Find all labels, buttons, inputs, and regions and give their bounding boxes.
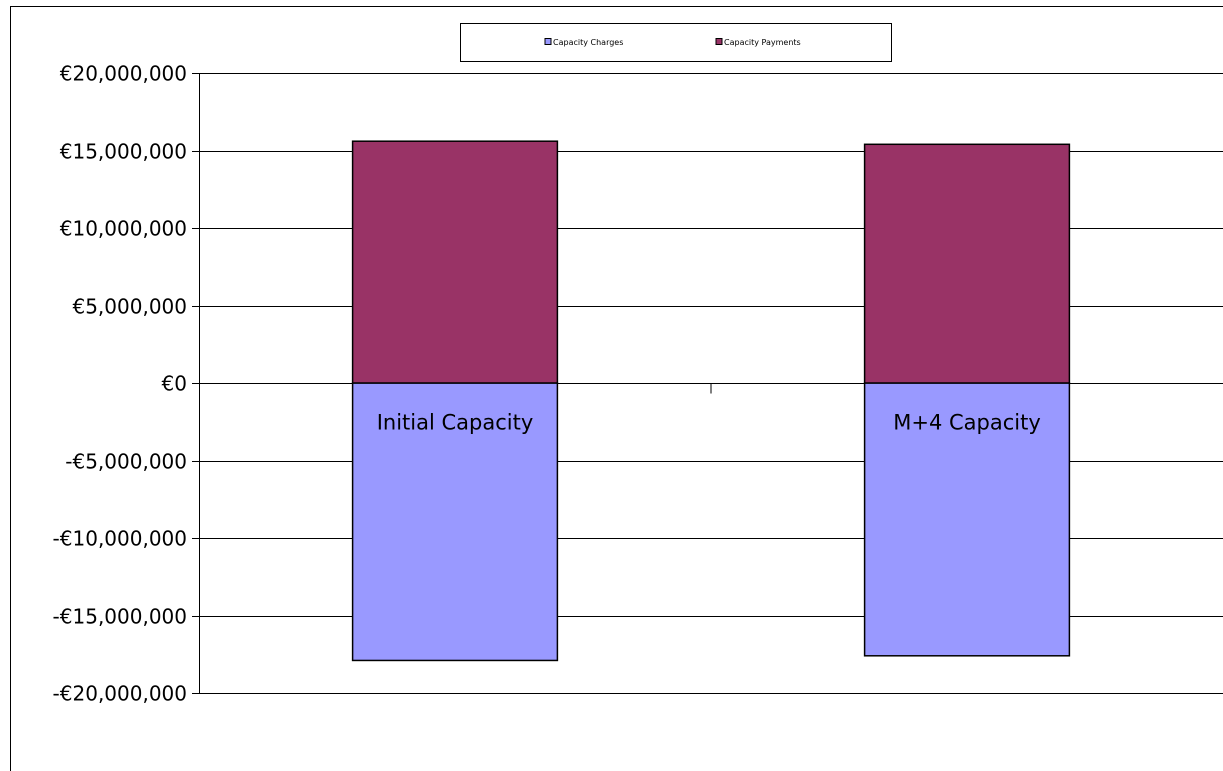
bar-capacity-payments-1 xyxy=(863,143,1071,384)
bar-capacity-charges-1 xyxy=(863,382,1071,657)
legend-label: Capacity Payments xyxy=(724,38,801,47)
bar-capacity-payments-0 xyxy=(351,140,559,384)
category-labels: Initial Capacity M+4 Capacity xyxy=(377,411,1041,435)
category-label: Initial Capacity xyxy=(377,411,534,435)
legend-swatch xyxy=(715,38,723,45)
legend: Capacity Charges Capacity Payments xyxy=(460,23,892,62)
legend-box xyxy=(460,23,892,62)
y-tick-label: -€10,000,000 xyxy=(53,527,187,551)
y-tick-label: -€20,000,000 xyxy=(53,682,187,706)
bar-capacity-charges-0 xyxy=(351,382,559,662)
y-tick-label: €20,000,000 xyxy=(60,62,187,86)
legend-label: Capacity Charges xyxy=(553,38,623,47)
y-tick-label: -€5,000,000 xyxy=(65,450,187,474)
y-tick-label: -€15,000,000 xyxy=(53,605,187,629)
y-axis-ticks: €20,000,000 €15,000,000 €10,000,000 €5,000,… xyxy=(53,62,199,706)
y-tick-label: €10,000,000 xyxy=(60,217,187,241)
category-label: M+4 Capacity xyxy=(893,411,1041,435)
y-tick-label: €5,000,000 xyxy=(72,295,187,319)
y-tick-label: €15,000,000 xyxy=(60,140,187,164)
bars xyxy=(351,140,1071,662)
y-tick-label: €0 xyxy=(162,372,187,396)
legend-swatch xyxy=(544,38,552,45)
